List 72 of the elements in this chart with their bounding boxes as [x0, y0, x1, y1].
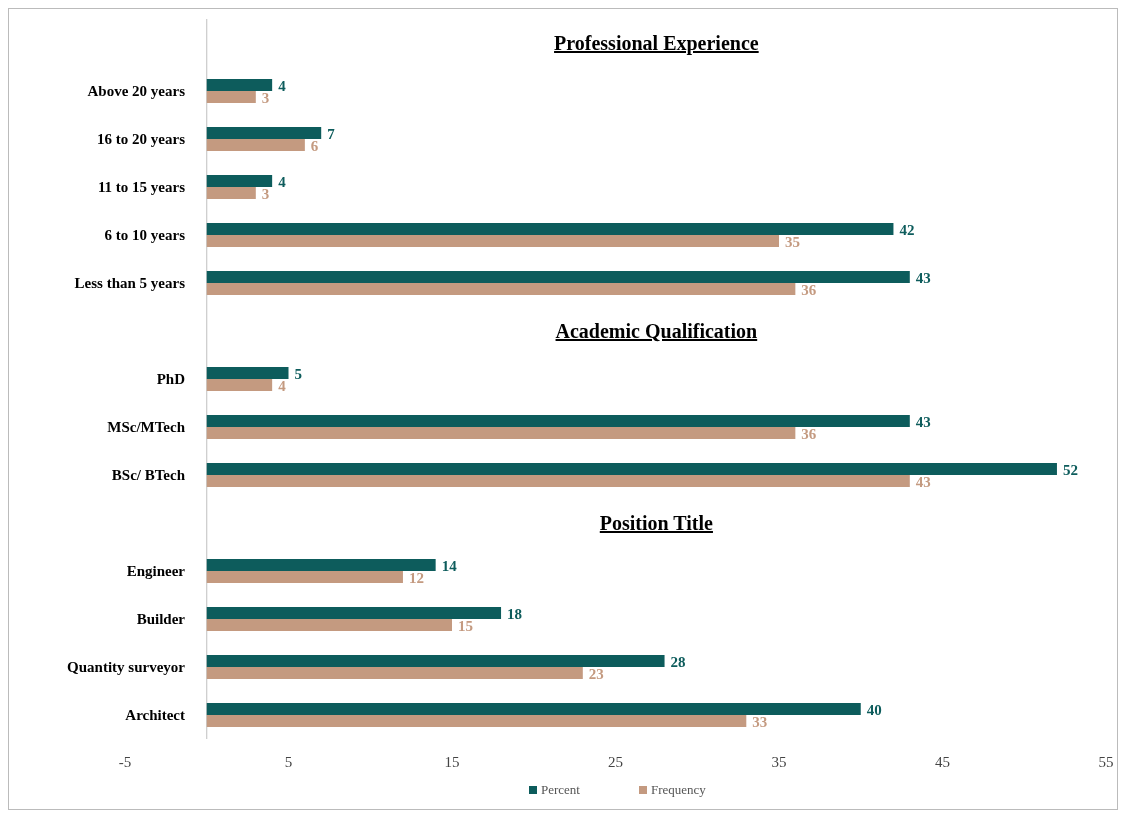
bar — [206, 187, 256, 199]
bar — [206, 139, 305, 151]
bar — [206, 175, 273, 187]
data-label: 4 — [278, 378, 287, 394]
bar — [206, 703, 861, 715]
x-tick-label: -5 — [118, 754, 132, 770]
data-label: 43 — [915, 414, 931, 430]
legend-label: Percent — [541, 782, 581, 797]
data-label: 4 — [278, 174, 287, 190]
bar — [206, 619, 452, 631]
x-tick-label: 15 — [444, 754, 460, 770]
bar — [206, 367, 289, 379]
annotation: Position Title — [599, 512, 714, 534]
bar — [206, 427, 796, 439]
data-label: 7 — [327, 126, 336, 142]
x-tick-label: 45 — [935, 754, 950, 770]
y-tick-label: Builder — [136, 611, 186, 627]
bar — [206, 379, 273, 391]
data-label: 15 — [458, 618, 473, 634]
data-label: 36 — [801, 282, 817, 298]
data-label: 28 — [670, 654, 686, 670]
bar — [206, 655, 665, 667]
bar — [206, 463, 1057, 475]
data-label: 43 — [915, 270, 931, 286]
bar — [206, 283, 796, 295]
y-tick-label: BSc/ BTech — [111, 467, 186, 483]
bar — [206, 223, 894, 235]
data-label: 12 — [408, 570, 424, 586]
bar — [206, 667, 583, 679]
data-label: 18 — [507, 606, 523, 622]
bar — [206, 415, 910, 427]
y-tick-label: PhD — [156, 371, 186, 387]
x-tick-label: 55 — [1098, 754, 1114, 770]
data-label: 52 — [1062, 462, 1078, 478]
y-tick-label: Above 20 years — [87, 83, 186, 99]
y-tick-label: 6 to 10 years — [104, 227, 186, 243]
data-label: 3 — [261, 90, 270, 106]
data-label: 33 — [752, 714, 768, 730]
data-label: 23 — [588, 666, 604, 682]
bar — [206, 79, 273, 91]
x-tick-label: 25 — [608, 754, 623, 770]
y-tick-label: Engineer — [126, 563, 186, 579]
y-tick-label: Architect — [125, 707, 185, 723]
bar — [206, 235, 779, 247]
data-label: 6 — [310, 138, 319, 154]
y-tick-label: 11 to 15 years — [97, 179, 186, 195]
y-tick-label: Less than 5 years — [74, 275, 186, 291]
data-label: 5 — [294, 366, 302, 382]
bar — [206, 91, 256, 103]
bar — [206, 475, 910, 487]
bar — [206, 571, 403, 583]
bar — [206, 127, 322, 139]
legend-label: Frequency — [651, 782, 707, 797]
y-tick-label: Quantity surveyor — [67, 659, 186, 675]
data-label: 3 — [261, 186, 270, 202]
bar — [206, 271, 910, 283]
x-tick-label: 35 — [771, 754, 787, 770]
annotation: Academic Qualification — [555, 320, 758, 342]
y-tick-label: 16 to 20 years — [97, 131, 186, 147]
data-label: 35 — [785, 234, 800, 250]
data-label: 40 — [866, 702, 882, 718]
data-label: 14 — [441, 558, 458, 574]
annotation: Professional Experience — [554, 32, 759, 55]
bar — [206, 607, 502, 619]
bar — [206, 559, 436, 571]
data-label: 43 — [915, 474, 931, 490]
data-label: 36 — [801, 426, 817, 442]
bar — [206, 715, 747, 727]
x-tick-label: 5 — [284, 754, 293, 770]
y-tick-label: MSc/MTech — [107, 419, 186, 435]
data-label: 42 — [899, 222, 915, 238]
data-label: 4 — [278, 78, 287, 94]
